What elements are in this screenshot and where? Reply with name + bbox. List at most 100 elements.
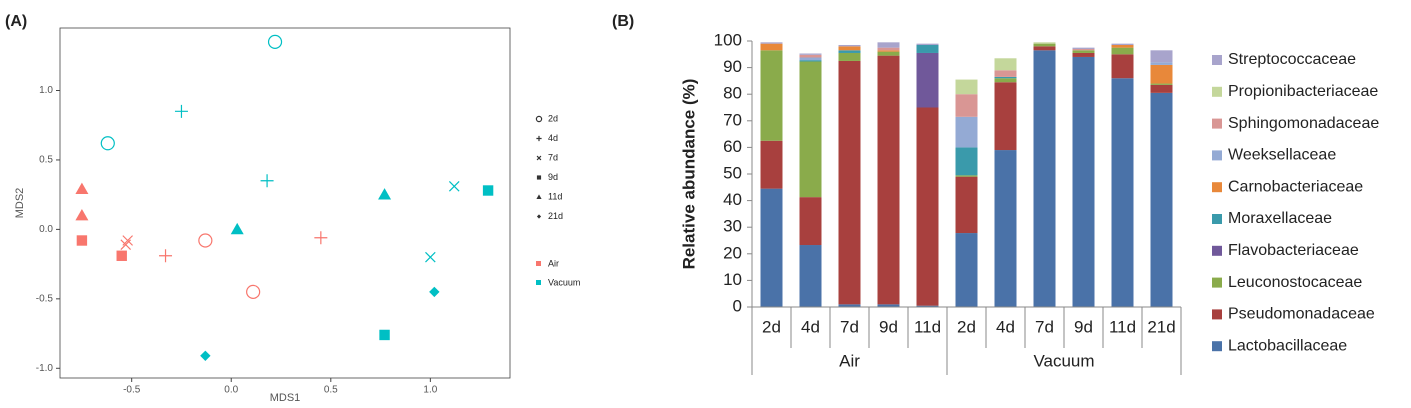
legend-label: Carnobacteriaceae <box>1228 178 1363 195</box>
bar-segment <box>1150 64 1173 84</box>
bar-segment <box>799 60 822 62</box>
bar-segment <box>955 116 978 148</box>
bar-segment <box>994 58 1017 71</box>
y-tick-label: 60 <box>723 137 742 156</box>
bar-segment <box>1150 84 1173 93</box>
bar-segment <box>955 79 978 95</box>
bar-segment <box>1033 50 1056 308</box>
point <box>100 136 115 151</box>
group-label: Air <box>839 351 860 370</box>
bar-segment <box>916 107 939 306</box>
point <box>378 188 392 200</box>
y-tick-label: 80 <box>723 84 742 103</box>
x-tick-label: 11d <box>1109 317 1136 336</box>
legend-label: 4d <box>548 133 558 143</box>
bar-segment <box>877 51 900 56</box>
legend-swatch <box>536 261 541 266</box>
bar-segment <box>760 42 783 44</box>
x-tick-label: 1.0 <box>423 385 437 396</box>
bar-segment <box>877 50 900 52</box>
y-tick-label: 20 <box>723 243 742 262</box>
y-tick-label: 10 <box>723 270 742 289</box>
bar-segment <box>1072 48 1095 51</box>
bar-segment <box>994 150 1017 307</box>
legend-swatch <box>1212 182 1222 193</box>
bar-segment <box>1033 43 1056 47</box>
y-axis-label: MDS2 <box>14 188 26 219</box>
y-tick-label: 1.0 <box>39 85 53 96</box>
point <box>76 235 88 246</box>
bar-segment <box>1033 42 1056 44</box>
bar-segment <box>799 57 822 61</box>
legend-label: Weeksellaceae <box>1228 147 1336 164</box>
legend-swatch <box>1212 341 1222 352</box>
bar-segment <box>838 304 861 307</box>
legend-label: 21d <box>548 211 563 221</box>
legend-swatch <box>1212 309 1222 320</box>
legend-swatch <box>1212 150 1222 161</box>
bar-segment <box>1072 47 1095 49</box>
panel-label: (A) <box>5 13 27 30</box>
bar-segment <box>994 78 1017 83</box>
point <box>159 249 173 263</box>
bar-segment <box>838 44 861 47</box>
bar-segment <box>955 175 978 177</box>
point <box>75 182 89 194</box>
legend-label: 11d <box>548 191 562 201</box>
legend-label: Flavobacteriaceae <box>1228 242 1359 259</box>
bar-segment <box>1111 78 1134 308</box>
point <box>230 222 244 235</box>
x-tick-label: 4d <box>996 317 1015 336</box>
bar-segment <box>877 42 900 48</box>
bar-segment <box>916 52 939 108</box>
group-label: Vacuum <box>1033 351 1094 370</box>
y-tick-label: 0.5 <box>39 155 53 166</box>
bar-segment <box>799 53 822 55</box>
x-tick-label: 7d <box>1035 317 1054 336</box>
legend-marker <box>536 135 542 142</box>
bar-segment <box>877 47 900 51</box>
bar-segment <box>916 44 939 53</box>
y-tick-label: 0.0 <box>39 224 53 235</box>
y-axis-label: Relative abundance (%) <box>679 79 698 270</box>
bar-segment <box>760 188 783 307</box>
bar-segment <box>799 61 822 198</box>
x-tick-label: 9d <box>879 317 898 336</box>
legend-label: 9d <box>548 172 558 182</box>
bar-segment <box>916 43 939 45</box>
bar-segment <box>760 140 783 189</box>
bar-segment <box>838 60 861 305</box>
x-tick-label: 21d <box>1147 317 1175 336</box>
legend-swatch <box>1212 55 1222 65</box>
bar-segment <box>1072 52 1095 57</box>
point <box>200 350 211 361</box>
point <box>482 185 494 196</box>
bar-segment <box>877 55 900 305</box>
legend-swatch <box>1212 86 1222 97</box>
legend-swatch <box>1212 214 1222 224</box>
legend-label: Moraxellaceae <box>1228 210 1332 227</box>
bar-segment <box>994 76 1017 79</box>
bar-segment <box>760 43 783 51</box>
legend-label: Air <box>548 258 559 268</box>
x-axis-label: MDS1 <box>270 392 301 404</box>
legend-swatch <box>1212 277 1222 288</box>
bar-segment <box>1150 62 1173 65</box>
bar-segment <box>1033 46 1056 51</box>
bar-segment <box>799 245 822 307</box>
legend-marker <box>535 115 543 123</box>
bar-segment <box>955 233 978 307</box>
bar-segment <box>955 176 978 234</box>
bar-segment <box>838 50 861 53</box>
y-tick-label: 0 <box>733 296 742 315</box>
x-tick-label: -0.5 <box>123 385 141 396</box>
bar-segment <box>994 82 1017 151</box>
point <box>75 209 89 221</box>
bar-segment <box>1150 50 1173 63</box>
y-tick-label: 100 <box>714 30 742 49</box>
point <box>174 104 188 118</box>
bar-segment <box>955 94 978 117</box>
point <box>448 181 460 192</box>
